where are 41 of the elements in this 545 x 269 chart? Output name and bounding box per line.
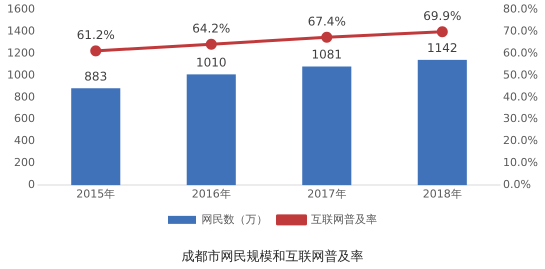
y-tick-label: 800 <box>14 90 35 104</box>
legend-label: 互联网普及率 <box>311 212 377 226</box>
y-tick-label: 1200 <box>6 46 35 60</box>
y2-tick-label: 10.0% <box>503 156 538 170</box>
y-tick-label: 1600 <box>6 2 35 16</box>
x-tick-label: 2018年 <box>422 188 462 201</box>
y2-tick-label: 30.0% <box>503 112 538 126</box>
data-label: 1081 <box>312 48 342 62</box>
bar <box>302 66 352 186</box>
legend-label: 网民数（万） <box>202 212 268 226</box>
data-label: 1010 <box>196 55 227 70</box>
y-tick-label: 200 <box>14 156 35 170</box>
point <box>206 38 217 50</box>
x-tick-label: 2017年 <box>307 188 346 201</box>
y2-tick-label: 50.0% <box>503 68 538 82</box>
y-tick-label: 600 <box>14 112 35 126</box>
data-label: 69.9% <box>423 8 462 23</box>
y-tick-label: 1000 <box>6 68 35 82</box>
y2-tick-label: 0.0% <box>503 178 532 192</box>
point <box>321 32 332 43</box>
y-tick-label: 0 <box>28 178 35 192</box>
bar <box>418 60 467 186</box>
point <box>90 45 102 56</box>
data-label: 1142 <box>427 40 458 55</box>
data-label: 67.4% <box>308 14 346 28</box>
y2-tick-label: 40.0% <box>503 90 538 104</box>
x-tick-label: 2016年 <box>192 188 231 201</box>
y-tick-label: 1400 <box>6 24 35 38</box>
y2-tick-label: 60.0% <box>503 46 538 60</box>
y2-tick-label: 20.0% <box>503 134 538 148</box>
y2-tick-label: 70.0% <box>503 24 538 38</box>
bar <box>71 88 120 186</box>
data-label: 64.2% <box>192 21 230 36</box>
text: 成都市网民规模和互联网普及率 <box>182 248 364 265</box>
point <box>436 26 448 38</box>
y-tick-label: 400 <box>14 134 35 148</box>
data-label: 61.2% <box>76 28 115 42</box>
data-label: 883 <box>84 69 108 84</box>
y2-tick-label: 80.0% <box>503 2 538 16</box>
bar <box>186 74 236 186</box>
x-tick-label: 2015年 <box>76 188 116 201</box>
